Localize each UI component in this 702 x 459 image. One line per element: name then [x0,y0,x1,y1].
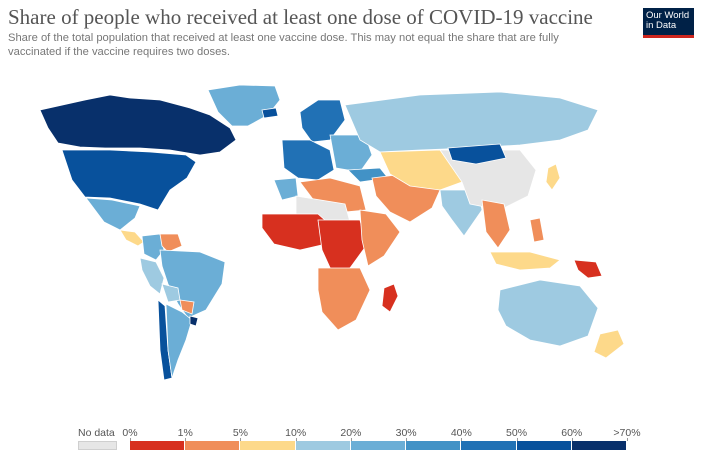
region-new-zealand[interactable]: New Zealand [593,329,625,359]
region-china[interactable]: China [439,149,537,211]
region-indonesia[interactable]: Indonesia [489,251,561,271]
region-japan[interactable]: Japan [545,163,561,191]
region-east-africa[interactable]: East Africa [359,209,401,267]
region-canada[interactable]: Canada [39,94,237,156]
region-uruguay[interactable]: Uruguay [189,315,199,327]
region-morocco[interactable]: Morocco [273,177,299,201]
chart-subtitle: Share of the total population that recei… [8,32,559,58]
region-peru[interactable]: Peru [139,257,165,295]
region-papua-new-guinea[interactable]: Papua New Guinea [573,259,603,279]
region-madagascar[interactable]: Madagascar [381,283,399,313]
logo-line-1: Our World [646,10,690,21]
region-western-europe[interactable]: Western Europe [281,139,335,181]
region-mongolia[interactable]: Mongolia [447,143,507,165]
region-colombia[interactable]: Colombia [141,233,165,261]
region-united-states[interactable]: United States [61,149,197,211]
region-venezuela[interactable]: Venezuela [159,233,183,253]
region-central-america[interactable]: Central America [119,229,145,247]
region-russia[interactable]: Russia [344,91,599,153]
region-central-africa[interactable]: Central Africa [317,219,367,273]
region-southern-africa[interactable]: Southern Africa [317,267,371,331]
chart-title: Share of people who received at least on… [8,5,593,29]
region-australia[interactable]: Australia [497,279,599,347]
logo-line-2: in Data [646,20,677,31]
logo-accent-bar [643,35,694,38]
region-mexico[interactable]: Mexico [85,197,141,231]
region-southeast-asia[interactable]: Southeast Asia [481,199,511,249]
region-scandinavia[interactable]: Scandinavia [299,99,346,143]
region-greenland[interactable]: Greenland [207,84,281,127]
region-philippines[interactable]: Philippines [529,217,545,243]
region-brazil[interactable]: Brazil [159,249,226,319]
region-argentina[interactable]: Argentina [165,303,193,379]
region-iceland[interactable]: Iceland [261,107,279,119]
region-paraguay[interactable]: Paraguay [179,299,195,315]
owid-logo[interactable]: Our World in Data [643,8,694,38]
region-west-africa[interactable]: West Africa [261,213,335,251]
